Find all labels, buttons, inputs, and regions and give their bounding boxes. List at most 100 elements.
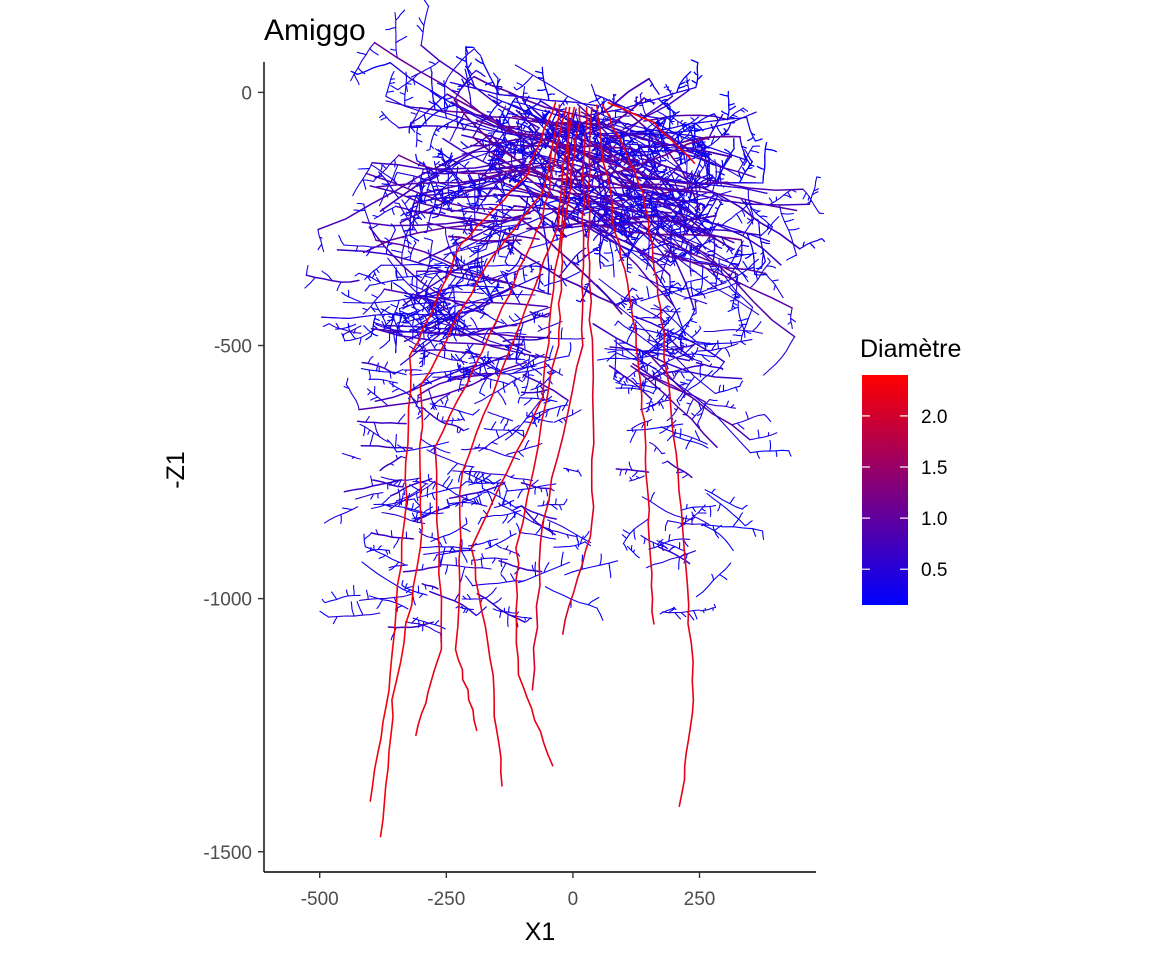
- lateral-root-segment: [426, 449, 475, 468]
- lateral-root-segment: [702, 524, 764, 532]
- lateral-root-segment: [645, 129, 654, 133]
- lateral-root-segment: [684, 276, 709, 284]
- lateral-root-segment: [754, 138, 763, 142]
- lateral-root-segment: [503, 482, 509, 492]
- lateral-root-segment: [484, 587, 497, 599]
- lateral-root-segment: [594, 96, 602, 102]
- legend-ticks: 0.5 1.0 1.5 2.0: [862, 407, 947, 581]
- lateral-root-segment: [711, 361, 725, 377]
- lateral-root-segment: [604, 116, 607, 122]
- lateral-root-segment: [407, 250, 412, 255]
- lateral-root-segment: [418, 360, 424, 364]
- lateral-root-segment: [650, 227, 659, 233]
- lateral-root-segment: [649, 131, 659, 139]
- lateral-root-segment: [475, 498, 480, 505]
- lateral-root-segment: [556, 151, 562, 157]
- lateral-root-segment: [368, 369, 371, 381]
- lateral-root-segment: [398, 308, 402, 323]
- lateral-root-segment: [447, 161, 467, 198]
- lateral-root-segment: [507, 512, 518, 524]
- lateral-root-segment: [690, 59, 699, 64]
- lateral-root-segment: [720, 279, 723, 285]
- lateral-root-segment: [608, 365, 653, 400]
- lateral-root-segment: [666, 460, 693, 479]
- lateral-root-segment: [622, 89, 690, 130]
- lateral-root-segment: [405, 583, 408, 589]
- lateral-root-segment: [464, 575, 474, 587]
- lateral-root-segment: [654, 170, 664, 173]
- lateral-root-segment: [473, 498, 477, 505]
- lateral-root-segment: [648, 78, 660, 95]
- lateral-root-segment: [523, 339, 526, 350]
- lateral-root-segment: [365, 415, 370, 423]
- lateral-root-segment: [510, 573, 516, 582]
- lateral-root-segment: [385, 504, 392, 508]
- lateral-root-segment: [421, 583, 439, 590]
- lateral-root-segment: [602, 201, 611, 207]
- lateral-root-segment: [615, 381, 637, 388]
- lateral-root-segment: [668, 166, 681, 196]
- lateral-root-segment: [391, 207, 395, 216]
- lateral-root-segment: [691, 398, 711, 421]
- lateral-root-segment: [429, 125, 439, 151]
- lateral-root-segment: [659, 419, 677, 434]
- lateral-root-segment: [328, 323, 362, 334]
- lateral-root-segment: [342, 325, 362, 336]
- lateral-root-segment: [576, 157, 585, 162]
- lateral-root-segment: [536, 387, 539, 400]
- lateral-root-segment: [696, 423, 701, 428]
- lateral-root-segment: [399, 92, 406, 96]
- lateral-root-segment: [648, 161, 657, 176]
- lateral-root-segment: [428, 61, 436, 65]
- lateral-root-segment: [584, 224, 588, 238]
- lateral-root-segment: [455, 353, 461, 362]
- lateral-root-segment: [775, 450, 778, 457]
- lateral-root-segment: [410, 503, 414, 512]
- lateral-root-segment: [422, 316, 440, 328]
- lateral-root-segment: [622, 529, 631, 535]
- lateral-root-segment: [371, 332, 379, 337]
- lateral-root-segment: [367, 355, 374, 364]
- lateral-root-segment: [642, 234, 657, 255]
- lateral-root-segment: [605, 159, 696, 312]
- lateral-root-segment: [711, 159, 717, 194]
- lateral-root-segment: [447, 173, 454, 182]
- lateral-root-segment: [578, 114, 717, 166]
- lateral-root-segment: [672, 344, 695, 352]
- lateral-root-segment: [468, 217, 474, 231]
- lateral-root-segment: [404, 96, 414, 102]
- lateral-root-segment: [646, 364, 648, 375]
- lateral-root-segment: [423, 506, 434, 514]
- lateral-root-segment: [410, 126, 422, 129]
- lateral-root-segment: [602, 139, 713, 149]
- lateral-root-segment: [489, 539, 492, 548]
- lateral-root-segment: [423, 237, 434, 242]
- lateral-root-segment: [480, 276, 485, 281]
- lateral-root-segment: [802, 241, 805, 248]
- lateral-root-segment: [690, 145, 707, 184]
- lateral-root-segment: [747, 187, 755, 219]
- lateral-root-segment: [553, 210, 615, 243]
- lateral-root-segment: [763, 336, 796, 376]
- color-legend: Diamètre 0.5 1.0 1.5 2.0: [860, 335, 961, 605]
- lateral-root-segment: [473, 48, 482, 57]
- lateral-root-segment: [443, 332, 449, 338]
- lateral-root-segment: [641, 116, 667, 135]
- lateral-root-segment: [341, 507, 353, 511]
- x-tick-label: -250: [427, 889, 465, 910]
- lateral-root-segment: [437, 149, 457, 164]
- lateral-root-segment: [446, 162, 554, 175]
- lateral-root-segment: [354, 272, 360, 277]
- lateral-root-segment: [537, 264, 542, 289]
- lateral-root-segment: [442, 301, 445, 311]
- lateral-root-segment: [557, 190, 633, 236]
- lateral-root-segment: [560, 551, 564, 567]
- lateral-root-segment: [660, 317, 665, 324]
- lateral-root-segment: [537, 503, 565, 507]
- lateral-root-segment: [598, 241, 603, 246]
- lateral-root-segment: [409, 283, 445, 303]
- lateral-root-segment: [763, 414, 772, 423]
- lateral-root-segment: [431, 492, 436, 500]
- lateral-root-segment: [592, 246, 601, 250]
- lateral-root-segment: [410, 311, 420, 317]
